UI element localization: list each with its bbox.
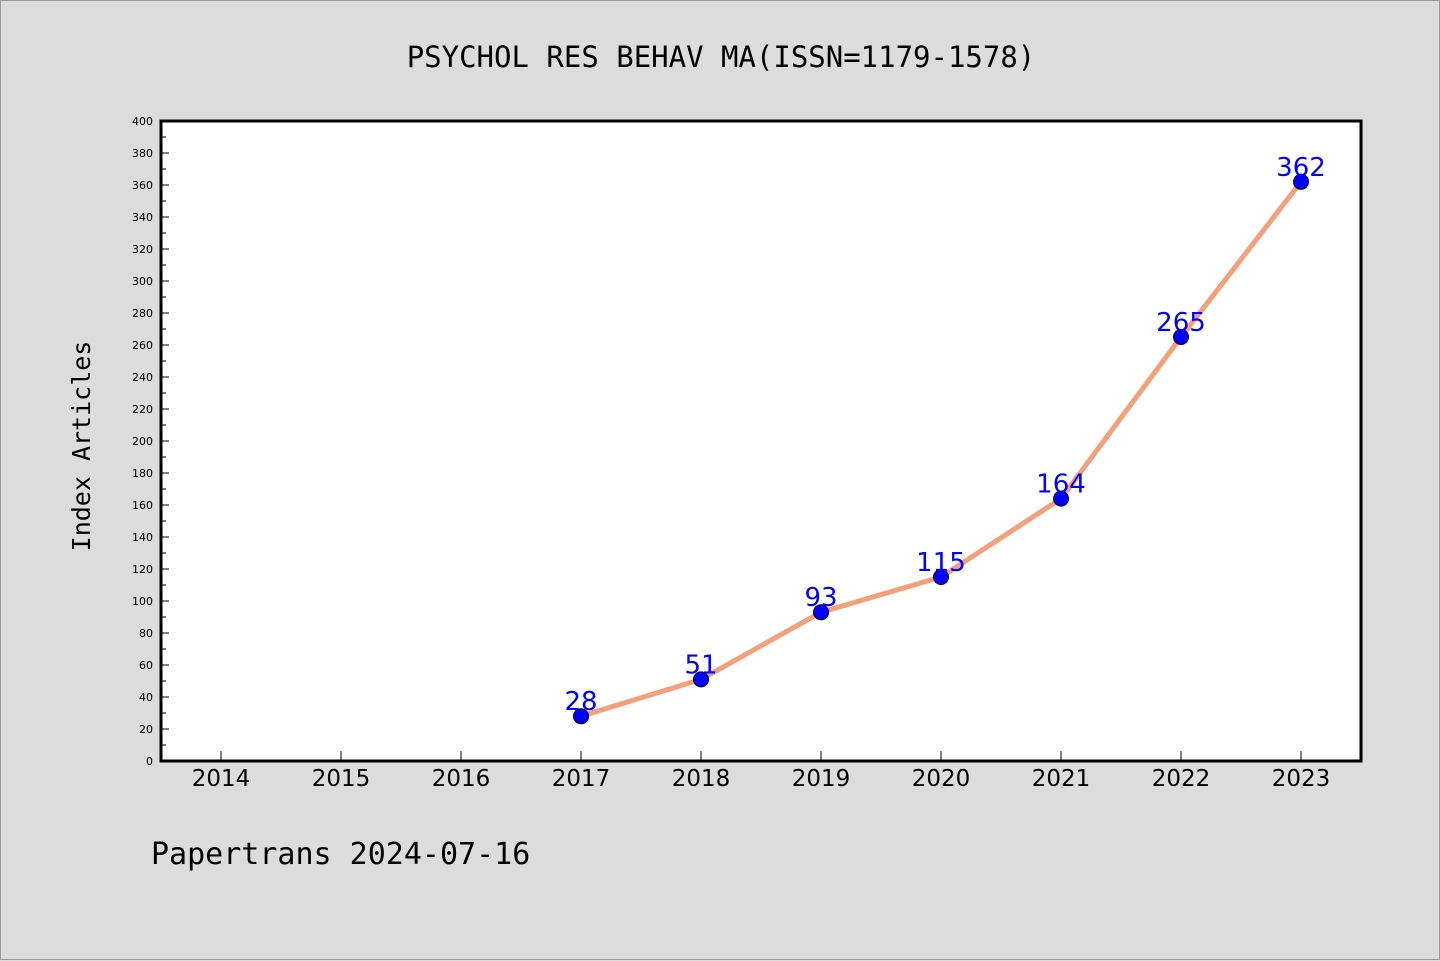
data-label: 51	[684, 650, 717, 680]
y-tick-label: 40	[139, 691, 153, 704]
x-tick-label: 2016	[432, 766, 491, 792]
x-tick-label: 2022	[1152, 766, 1211, 792]
y-tick-label: 200	[132, 435, 153, 448]
y-tick-label: 340	[132, 211, 153, 224]
data-point	[1293, 173, 1309, 190]
x-tick-label: 2023	[1272, 766, 1331, 792]
data-point	[1173, 329, 1189, 345]
data-point	[1053, 490, 1069, 507]
data-label: 115	[916, 548, 966, 578]
series-articles: 28 51 93 115 164 265 362	[564, 153, 1326, 725]
y-tick-label: 60	[139, 659, 153, 672]
y-tick-label: 80	[139, 627, 153, 640]
x-tick-label: 2019	[792, 766, 851, 792]
data-label: 265	[1156, 308, 1206, 338]
y-axis-ticks: 0 20 40 60 80 100 120 140 160 180 200 220 240 260 280 3…	[132, 115, 169, 768]
y-tick-label: 140	[132, 531, 153, 544]
x-tick-label: 2020	[912, 766, 971, 792]
y-tick-label: 240	[132, 371, 153, 384]
y-tick-label: 100	[132, 595, 153, 608]
x-tick-label: 2014	[192, 766, 251, 792]
y-tick-label: 120	[132, 563, 153, 576]
x-tick-label: 2015	[312, 766, 371, 792]
y-tick-label: 20	[139, 723, 153, 736]
chart-title: PSYCHOL RES BEHAV MA(ISSN=1179-1578)	[407, 40, 1036, 74]
y-tick-label: 380	[132, 147, 153, 160]
data-label: 28	[564, 687, 597, 717]
y-tick-label: 220	[132, 403, 153, 416]
data-label: 164	[1036, 470, 1086, 500]
y-tick-label: 0	[146, 755, 153, 768]
x-tick-label: 2017	[552, 766, 611, 792]
data-point	[573, 708, 589, 725]
data-label: 93	[804, 583, 837, 613]
y-axis-label: Index Articles	[67, 341, 96, 552]
y-tick-label: 160	[132, 499, 153, 512]
plot-area	[159, 119, 1363, 763]
x-axis-ticks: 2014 2015 2016 2017 2018 2019 2020 2021 2022 2023	[192, 751, 1331, 792]
data-label: 362	[1276, 153, 1326, 183]
data-point	[693, 671, 709, 688]
data-point	[933, 569, 949, 585]
y-tick-label: 280	[132, 307, 153, 320]
y-tick-label: 260	[132, 339, 153, 352]
data-point	[813, 604, 829, 621]
y-tick-label: 320	[132, 243, 153, 256]
x-tick-label: 2018	[672, 766, 731, 792]
footer-source: Papertrans 2024-07-16	[151, 837, 530, 872]
y-tick-label: 360	[132, 179, 153, 192]
y-tick-label: 300	[132, 275, 153, 288]
x-tick-label: 2021	[1032, 766, 1091, 792]
y-tick-label: 180	[132, 467, 153, 480]
y-tick-label: 400	[132, 115, 153, 128]
